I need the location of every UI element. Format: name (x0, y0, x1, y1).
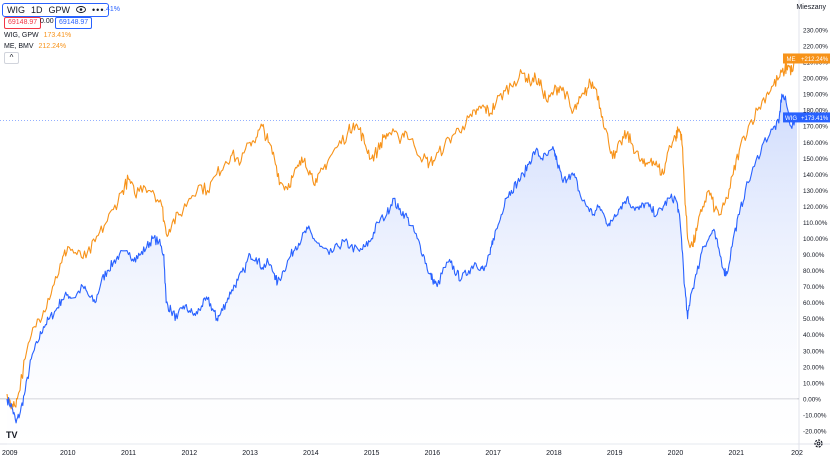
y-tick-label: 80.00% (803, 268, 825, 275)
me-last-label-value-text: +212.24% (801, 57, 829, 63)
y-tick-label: 150.00% (803, 156, 828, 163)
scale-mode-label[interactable]: Mieszany (796, 4, 826, 11)
ellipsis-icon[interactable]: ••• (92, 5, 105, 15)
y-tick-label: 30.00% (803, 348, 825, 355)
y-tick-label: 230.00% (803, 28, 828, 35)
y-tick-label: 180.00% (803, 108, 828, 115)
legend-wig-name: WIG, GPW (4, 32, 39, 39)
x-tick-label: 2010 (60, 450, 76, 457)
symbol-info-bar[interactable]: WIG 1D GPW ••• (2, 3, 110, 17)
y-tick-label: 220.00% (803, 44, 828, 51)
y-tick-label: 90.00% (803, 252, 825, 259)
wig-last-label-value-bg (799, 112, 830, 123)
y-tick-label: 120.00% (803, 204, 828, 211)
me-series-line (6, 58, 798, 410)
x-tick-label: 2011 (121, 450, 136, 457)
legend-me-value: 212.24% (38, 43, 67, 50)
y-tick-label: 190.00% (803, 92, 828, 99)
y-tick-label: 160.00% (803, 140, 828, 147)
chevron-up-icon[interactable]: ^ (4, 52, 19, 64)
x-tick-label: 2017 (485, 450, 501, 457)
spread-value: 0.00 (40, 18, 54, 25)
y-tick-label: 170.00% (803, 124, 828, 131)
y-tick-label: 0.00% (803, 396, 821, 403)
legend-me-name: ME, BMV (4, 43, 34, 50)
wig-last-label-short-bg (783, 112, 799, 123)
x-tick-label: 2016 (425, 450, 441, 457)
legend-me[interactable]: ME, BMV 212.24% (4, 43, 66, 50)
x-tick-label: 2018 (546, 450, 562, 457)
wig-series-line (6, 93, 798, 424)
y-tick-label: 200.00% (803, 76, 828, 83)
symbol-name[interactable]: WIG (7, 5, 25, 15)
x-tick-label: 2019 (607, 450, 623, 457)
tradingview-logo: TV (6, 430, 18, 440)
y-tick-label: 60.00% (803, 300, 825, 307)
y-tick-label: 130.00% (803, 188, 828, 195)
x-tick-label: 202 (791, 450, 803, 457)
exchange-label: GPW (48, 5, 71, 15)
y-tick-label: 140.00% (803, 172, 828, 179)
x-tick-label: 2014 (303, 450, 319, 457)
y-tick-label: 40.00% (803, 332, 825, 339)
me-last-label-short-bg (783, 53, 799, 64)
wig-last-label-value-text: +173.41% (801, 116, 829, 122)
interval-label[interactable]: 1D (31, 5, 43, 15)
buy-price-button[interactable]: 69148.97 (55, 17, 93, 29)
y-tick-label: -10.00% (803, 412, 827, 419)
gear-icon[interactable] (813, 436, 824, 454)
y-tick-label: 10.00% (803, 380, 825, 387)
wig-area-fill (7, 94, 797, 447)
y-tick-label: -20.00% (803, 428, 827, 435)
me-last-label-value-bg (799, 53, 830, 64)
x-tick-label: 2020 (668, 450, 684, 457)
x-tick-label: 2012 (182, 450, 198, 457)
me-last-label-short-text: ME (787, 57, 796, 63)
y-tick-label: 70.00% (803, 284, 825, 291)
y-tick-label: 100.00% (803, 236, 828, 243)
change-percent: .41% (104, 6, 120, 13)
y-tick-label: 110.00% (803, 220, 828, 227)
x-tick-label: 2009 (2, 450, 18, 457)
legend-wig-value: 173.41% (43, 32, 72, 39)
y-tick-label: 20.00% (803, 364, 825, 371)
x-tick-label: 2021 (728, 450, 744, 457)
legend-wig[interactable]: WIG, GPW 173.41% (4, 32, 71, 39)
sell-price-button[interactable]: 69148.97 (4, 17, 42, 29)
eye-icon[interactable] (76, 5, 86, 15)
wig-last-label-short-text: WIG (785, 116, 797, 122)
x-tick-label: 2013 (242, 450, 258, 457)
x-tick-label: 2015 (364, 450, 380, 457)
y-tick-label: 50.00% (803, 316, 825, 323)
